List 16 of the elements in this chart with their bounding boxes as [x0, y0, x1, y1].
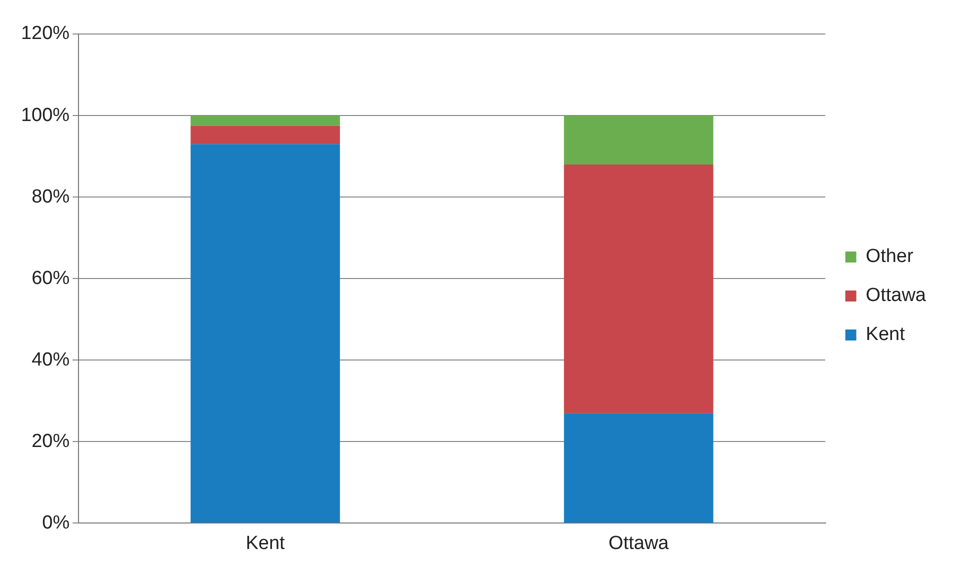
bar — [190, 144, 340, 523]
y-tick-label: 40% — [32, 349, 70, 370]
bar — [564, 116, 714, 164]
y-tick-label: 60% — [32, 268, 70, 289]
bar — [564, 413, 714, 523]
y-tick-label: 80% — [32, 186, 70, 208]
y-tick-label: 100% — [20, 104, 70, 126]
legend-label: Other — [866, 246, 914, 268]
y-tick-label: 0% — [42, 512, 70, 534]
bar — [190, 126, 340, 144]
y-tick-label: 120% — [20, 23, 70, 44]
bar — [564, 164, 714, 414]
legend-label: Ottawa — [866, 285, 926, 306]
bar — [190, 116, 340, 126]
legend-label: Kent — [866, 324, 906, 346]
y-tick-label: 20% — [32, 430, 70, 452]
